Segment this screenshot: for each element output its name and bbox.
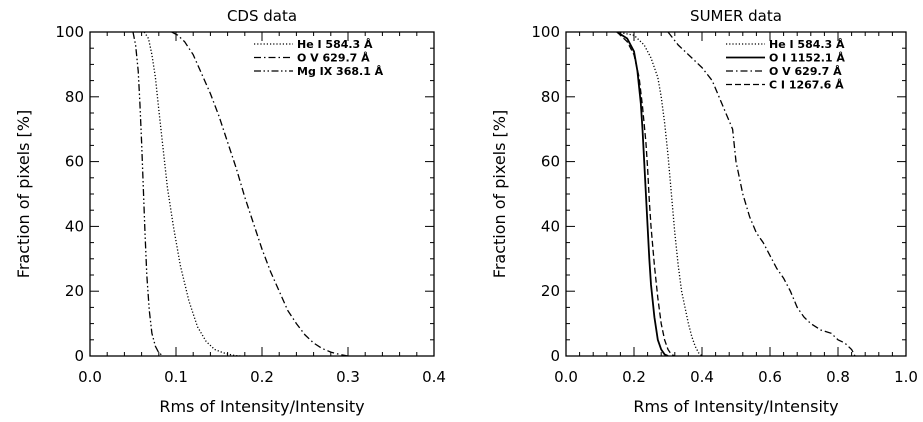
y-tick-label: 100 [55,23,84,41]
y-axis-label: Fraction of pixels [%] [490,110,509,278]
y-tick-label: 40 [541,217,560,235]
legend-label: C I 1267.6 Å [769,79,844,92]
y-tick-label: 20 [65,282,84,300]
x-tick-label: 0.1 [164,368,188,386]
legend-label: O V 629.7 Å [297,52,370,65]
x-tick-label: 0.6 [758,368,782,386]
legend-label: O I 1152.1 Å [769,52,845,65]
x-tick-label: 0.2 [250,368,274,386]
plot-frame [89,31,435,357]
y-axis-label: Fraction of pixels [%] [14,110,33,278]
legend-label: Mg IX 368.1 Å [297,65,384,78]
legend-label: He I 584.3 Å [769,38,845,51]
x-axis-label: Rms of Intensity/Intensity [159,397,364,416]
series-line-2 [171,32,349,356]
series-line-2 [616,32,669,356]
series-line-3 [667,32,856,356]
y-tick-label: 60 [65,153,84,171]
x-tick-label: 1.0 [894,368,918,386]
legend-label: He I 584.3 Å [297,38,373,51]
series-line-4 [616,32,676,356]
x-tick-label: 0.0 [78,368,102,386]
y-tick-label: 100 [531,23,560,41]
x-tick-label: 0.3 [336,368,360,386]
plot-frame [565,31,907,357]
series-line-3 [132,32,164,356]
y-tick-label: 80 [65,88,84,106]
series-line-1 [616,32,703,356]
y-tick-label: 20 [541,282,560,300]
chart-panel-1: CDS data 0.0 0.1 0.2 0.3 0.4 0 20 40 60 80 100 Rms o… [14,7,446,416]
x-tick-label: 0.4 [690,368,714,386]
y-tick-label: 40 [65,217,84,235]
x-tick-label: 0.8 [826,368,850,386]
y-tick-label: 0 [550,347,560,365]
legend-label: O V 629.7 Å [769,65,842,78]
y-tick-label: 0 [74,347,84,365]
series-line-1 [143,32,241,356]
chart-title: SUMER data [690,7,782,25]
chart-panel-2: SUMER data 0.0 0.2 0.4 0.6 0.8 1.0 0 20 40 60 80 100… [490,7,918,416]
y-tick-label: 60 [541,153,560,171]
x-tick-label: 0.0 [554,368,578,386]
chart-title: CDS data [227,7,297,25]
x-tick-label: 0.2 [622,368,646,386]
x-axis-label: Rms of Intensity/Intensity [633,397,838,416]
x-tick-label: 0.4 [422,368,446,386]
y-tick-label: 80 [541,88,560,106]
